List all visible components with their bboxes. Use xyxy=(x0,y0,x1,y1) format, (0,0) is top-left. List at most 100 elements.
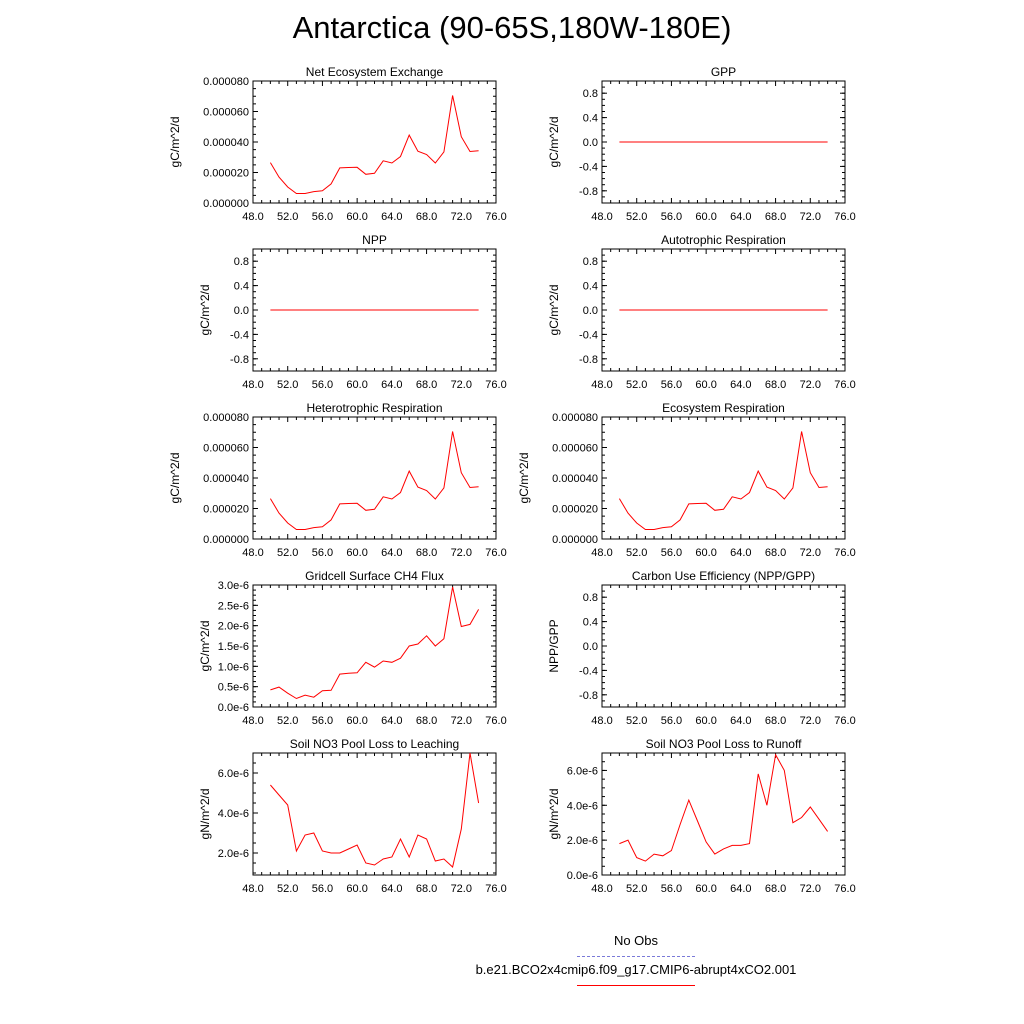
y-tick-label: -0.4 xyxy=(579,329,598,341)
y-tick-label: 1.0e-6 xyxy=(218,661,249,673)
y-tick-label: 0.4 xyxy=(583,113,598,125)
panel-title: Heterotrophic Respiration xyxy=(306,401,442,415)
panel-2: NPP gC/m^2/d 48.0 52.0 56.0 60.0 64.0 68.0 72.0 7… xyxy=(198,233,507,391)
x-tick-label: 68.0 xyxy=(765,715,786,727)
y-tick-label: 0.0 xyxy=(583,641,598,653)
x-tick-label: 56.0 xyxy=(661,883,682,895)
x-tick-label: 48.0 xyxy=(242,883,263,895)
panel-6: Gridcell Surface CH4 Flux gC/m^2/d 48.0 52.… xyxy=(198,569,507,727)
y-tick-label: 0.000060 xyxy=(552,443,598,455)
x-tick-label: 60.0 xyxy=(346,883,367,895)
legend-obs-label: No Obs xyxy=(613,933,659,948)
y-tick-label: 0.8 xyxy=(234,256,249,268)
x-tick-label: 64.0 xyxy=(381,883,402,895)
legend-model-label: b.e21.BCO2x4cmip6.f09_g17.CMIP6-abrupt4x… xyxy=(475,962,797,977)
series-line xyxy=(269,95,479,194)
x-tick-label: 60.0 xyxy=(346,379,367,391)
x-tick-label: 56.0 xyxy=(312,883,333,895)
x-tick-label: 64.0 xyxy=(381,211,402,223)
y-tick-label: 0.000000 xyxy=(203,198,249,210)
panel-3: Autotrophic Respiration gC/m^2/d 48.0 52.0 5… xyxy=(547,233,856,391)
x-tick-label: 60.0 xyxy=(346,211,367,223)
y-tick-label: 0.000000 xyxy=(203,534,249,546)
x-tick-label: 56.0 xyxy=(312,715,333,727)
y-tick-label: 0.0 xyxy=(583,137,598,149)
panel-title: Net Ecosystem Exchange xyxy=(306,65,444,79)
y-tick-label: 6.0e-6 xyxy=(218,768,249,780)
x-tick-label: 52.0 xyxy=(277,547,298,559)
x-tick-label: 60.0 xyxy=(695,211,716,223)
series-line xyxy=(618,431,828,530)
x-tick-label: 48.0 xyxy=(591,547,612,559)
x-tick-label: 68.0 xyxy=(416,547,437,559)
x-tick-label: 56.0 xyxy=(661,715,682,727)
x-tick-label: 76.0 xyxy=(485,379,506,391)
y-tick-label: 0.000040 xyxy=(552,473,598,485)
y-tick-label: 1.5e-6 xyxy=(218,641,249,653)
x-tick-label: 68.0 xyxy=(765,211,786,223)
x-tick-label: 52.0 xyxy=(626,715,647,727)
x-tick-label: 60.0 xyxy=(346,715,367,727)
y-tick-label: 6.0e-6 xyxy=(567,765,598,777)
y-tick-label: 0.000020 xyxy=(203,504,249,516)
x-tick-label: 76.0 xyxy=(834,883,855,895)
x-tick-label: 72.0 xyxy=(451,211,472,223)
plot-frame xyxy=(601,752,846,876)
y-tick-label: -0.8 xyxy=(230,354,249,366)
x-tick-label: 48.0 xyxy=(591,379,612,391)
plot-frame xyxy=(252,416,497,540)
panel-0: Net Ecosystem Exchange gC/m^2/d 48.0 52.0 56… xyxy=(168,65,507,223)
x-tick-label: 64.0 xyxy=(730,547,751,559)
x-tick-label: 48.0 xyxy=(242,211,263,223)
main-title: Antarctica (90-65S,180W-180E) xyxy=(292,10,732,45)
plot-frame xyxy=(252,584,497,708)
panel-title: Soil NO3 Pool Loss to Leaching xyxy=(290,737,459,751)
panel-4: Heterotrophic Respiration gC/m^2/d 48.0 52.… xyxy=(168,401,507,559)
x-tick-label: 76.0 xyxy=(834,211,855,223)
y-tick-label: 0.000040 xyxy=(203,137,249,149)
y-tick-label: -0.4 xyxy=(579,161,598,173)
x-tick-label: 60.0 xyxy=(695,547,716,559)
y-tick-label: 0.4 xyxy=(583,617,598,629)
panel-8: Soil NO3 Pool Loss to Leaching gN/m^2/d 48… xyxy=(198,737,507,895)
y-tick-label: 0.0e-6 xyxy=(218,702,249,714)
x-tick-label: 64.0 xyxy=(730,211,751,223)
x-tick-label: 64.0 xyxy=(730,715,751,727)
x-tick-label: 64.0 xyxy=(381,715,402,727)
y-tick-label: 0.000060 xyxy=(203,443,249,455)
y-tick-label: 0.8 xyxy=(583,256,598,268)
x-tick-label: 52.0 xyxy=(277,211,298,223)
y-axis-label: gC/m^2/d xyxy=(547,117,561,168)
x-tick-label: 76.0 xyxy=(834,715,855,727)
x-tick-label: 68.0 xyxy=(765,547,786,559)
y-tick-label: 4.0e-6 xyxy=(218,808,249,820)
panel-title: Soil NO3 Pool Loss to Runoff xyxy=(646,737,803,751)
x-tick-label: 72.0 xyxy=(800,211,821,223)
x-tick-label: 64.0 xyxy=(381,379,402,391)
y-tick-label: -0.8 xyxy=(579,186,598,198)
x-tick-label: 52.0 xyxy=(277,379,298,391)
y-tick-label: 0.5e-6 xyxy=(218,682,249,694)
x-tick-label: 76.0 xyxy=(834,547,855,559)
x-tick-label: 72.0 xyxy=(451,547,472,559)
x-tick-label: 60.0 xyxy=(695,715,716,727)
y-tick-label: 0.8 xyxy=(583,592,598,604)
x-tick-label: 72.0 xyxy=(800,547,821,559)
plot-frame xyxy=(252,80,497,204)
x-tick-label: 56.0 xyxy=(312,379,333,391)
y-axis-label: NPP/GPP xyxy=(547,619,561,672)
x-tick-label: 64.0 xyxy=(730,379,751,391)
series-line xyxy=(270,586,480,700)
x-tick-label: 52.0 xyxy=(626,211,647,223)
plot-frame xyxy=(601,584,846,708)
x-tick-label: 48.0 xyxy=(591,883,612,895)
x-tick-label: 52.0 xyxy=(277,715,298,727)
x-tick-label: 76.0 xyxy=(485,715,506,727)
x-tick-label: 72.0 xyxy=(800,379,821,391)
y-tick-label: 0.4 xyxy=(234,281,249,293)
legend-obs-line xyxy=(577,956,695,957)
y-tick-label: 2.0e-6 xyxy=(567,835,598,847)
y-tick-label: 0.000080 xyxy=(203,412,249,424)
legend-model-line xyxy=(577,985,695,986)
